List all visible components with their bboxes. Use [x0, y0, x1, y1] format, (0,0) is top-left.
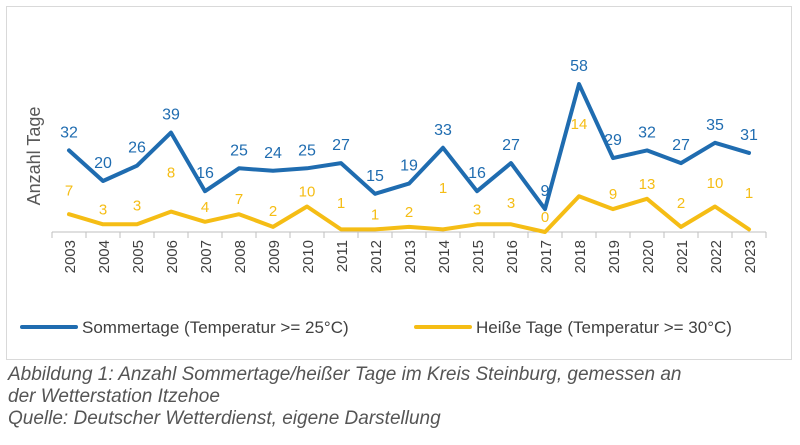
data-label-sommertage: 25 [298, 142, 316, 159]
data-label-sommertage: 9 [541, 183, 550, 200]
x-tick-label: 2019 [606, 240, 623, 273]
x-tick-label: 2007 [198, 240, 215, 273]
data-label-heisse-tage: 1 [337, 195, 345, 212]
data-label-heisse-tage: 1 [439, 180, 447, 197]
data-label-sommertage: 25 [230, 142, 248, 159]
data-label-heisse-tage: 0 [541, 209, 549, 226]
data-label-sommertage: 16 [468, 165, 486, 182]
data-label-sommertage: 32 [638, 124, 656, 141]
x-tick-label: 2013 [402, 240, 419, 273]
data-label-heisse-tage: 3 [133, 198, 141, 215]
x-tick-label: 2006 [164, 240, 181, 273]
x-tick-label: 2021 [674, 240, 691, 273]
x-tick-label: 2018 [572, 240, 589, 273]
x-tick-label: 2012 [368, 240, 385, 273]
legend-label: Heiße Tage (Temperatur >= 30°C) [476, 318, 732, 337]
data-label-heisse-tage: 2 [677, 195, 685, 212]
data-label-sommertage: 27 [672, 137, 690, 154]
data-label-heisse-tage: 3 [507, 195, 515, 212]
x-tick-label: 2008 [232, 240, 249, 273]
x-tick-label: 2011 [334, 240, 351, 272]
x-tick-label: 2010 [300, 240, 317, 273]
data-label-heisse-tage: 7 [235, 191, 243, 208]
data-label-sommertage: 26 [128, 140, 146, 157]
x-tick-label: 2014 [436, 240, 453, 273]
data-label-heisse-tage: 2 [269, 203, 277, 220]
data-label-sommertage: 27 [502, 137, 520, 154]
x-tick-label: 2003 [62, 240, 79, 273]
data-label-heisse-tage: 4 [201, 199, 209, 216]
data-label-sommertage: 24 [264, 145, 282, 162]
x-tick-label: 2004 [96, 240, 113, 273]
series-line-heisse-tage [67, 194, 751, 234]
data-label-sommertage: 15 [366, 168, 384, 185]
y-axis-label: Anzahl Tage [24, 107, 44, 206]
figure-caption: Abbildung 1: Anzahl Sommertage/heißer Ta… [8, 364, 798, 430]
data-label-heisse-tage: 1 [371, 206, 379, 223]
caption-line-3: Quelle: Deutscher Wetterdienst, eigene D… [8, 408, 441, 429]
caption-line-2: der Wetterstation Itzehoe [8, 386, 220, 407]
data-label-sommertage: 31 [740, 127, 758, 144]
legend-item-sommertage: Sommertage (Temperatur >= 25°C) [20, 318, 349, 337]
data-label-heisse-tage: 10 [299, 184, 316, 201]
data-label-sommertage: 58 [570, 58, 588, 75]
x-tick-label: 2020 [640, 240, 657, 273]
chart-frame [6, 6, 792, 360]
data-label-sommertage: 33 [434, 122, 452, 139]
data-label-sommertage: 19 [400, 158, 418, 175]
data-label-heisse-tage: 13 [639, 176, 656, 193]
data-label-heisse-tage: 10 [707, 175, 724, 192]
data-label-heisse-tage: 7 [65, 182, 73, 199]
data-label-heisse-tage: 3 [99, 201, 107, 218]
data-label-heisse-tage: 1 [745, 185, 753, 202]
data-label-heisse-tage: 9 [609, 186, 617, 203]
series-line-sommertage [67, 82, 751, 212]
data-label-heisse-tage: 8 [167, 165, 175, 182]
data-label-sommertage: 39 [162, 107, 180, 124]
data-label-sommertage: 27 [332, 137, 350, 154]
x-tick-label: 2005 [130, 240, 147, 273]
x-tick-label: 2015 [470, 240, 487, 273]
data-label-sommertage: 20 [94, 155, 112, 172]
legend-label: Sommertage (Temperatur >= 25°C) [82, 318, 349, 337]
data-label-heisse-tage: 3 [473, 201, 481, 218]
x-tick-label: 2022 [708, 240, 725, 273]
x-tick-label: 2023 [742, 240, 759, 273]
x-tick-label: 2017 [538, 240, 555, 273]
legend-item-heisse-tage: Heiße Tage (Temperatur >= 30°C) [414, 318, 732, 337]
data-label-heisse-tage: 2 [405, 204, 413, 221]
caption-line-1: Abbildung 1: Anzahl Sommertage/heißer Ta… [8, 364, 682, 385]
x-tick-label: 2016 [504, 240, 521, 273]
data-label-heisse-tage: 14 [571, 116, 588, 133]
data-label-sommertage: 16 [196, 165, 214, 182]
data-label-sommertage: 35 [706, 117, 724, 134]
data-label-sommertage: 29 [604, 132, 622, 149]
data-label-sommertage: 32 [60, 124, 78, 141]
x-tick-label: 2009 [266, 240, 283, 273]
